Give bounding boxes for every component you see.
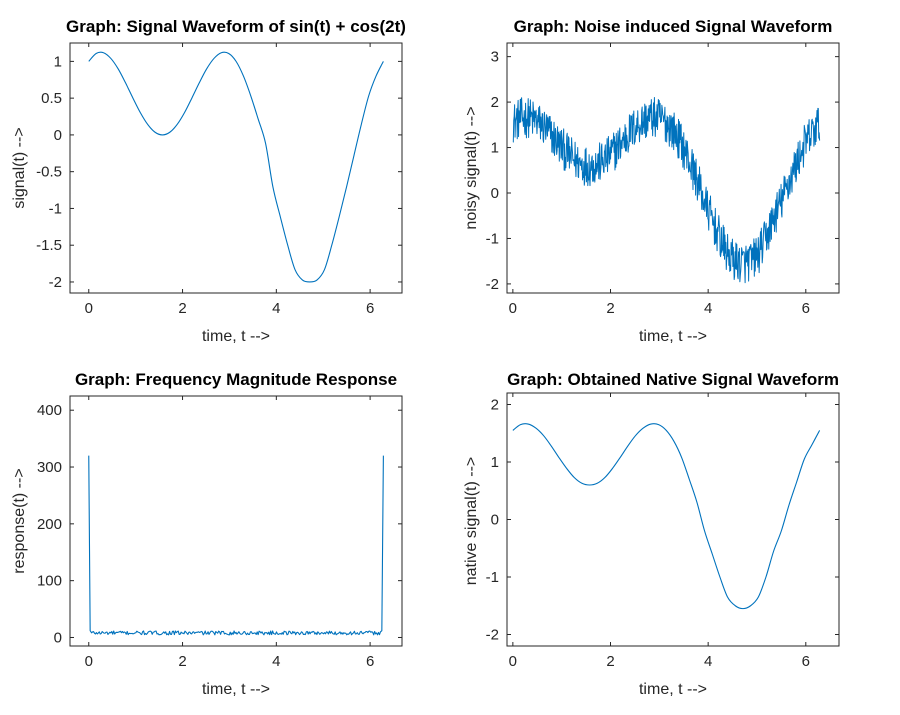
axis-ticks: 0 2 4 6 -2 -1 0 1 2: [486, 393, 839, 670]
series-line: [512, 97, 821, 284]
chart-title: Graph: Signal Waveform of sin(t) + cos(2…: [66, 17, 406, 36]
x-tick-label: 0: [509, 300, 517, 317]
series-line: [512, 423, 821, 610]
y-tick-label: 0: [491, 185, 499, 202]
y-tick-label: 1: [491, 454, 499, 471]
y-axis-label: noisy signal(t) -->: [463, 106, 480, 229]
y-tick-label: 0: [54, 127, 62, 144]
plot-area: [506, 42, 840, 294]
data-series: [88, 51, 384, 283]
x-tick-label: 6: [366, 653, 374, 670]
data-series: [88, 455, 384, 636]
axis-ticks: 0 2 4 6 0 100 200 300 400: [37, 396, 402, 670]
y-tick-label: 0: [491, 512, 499, 529]
x-tick-label: 6: [802, 300, 810, 317]
subplot-native-signal-waveform: Graph: Obtained Native Signal Waveform 0…: [463, 370, 840, 698]
y-axis-label: signal(t) -->: [11, 127, 28, 208]
x-tick-label: 4: [704, 300, 712, 317]
chart-title: Graph: Frequency Magnitude Response: [75, 370, 397, 389]
y-tick-label: -1.5: [36, 237, 62, 254]
y-axis-label: response(t) -->: [11, 468, 28, 573]
series-line: [88, 51, 384, 283]
x-axis-label: time, t -->: [639, 681, 707, 698]
x-axis-label: time, t -->: [639, 328, 707, 345]
axis-ticks: 0 2 4 6 -2 -1.5 -1 -0.5 0 0.5 1: [36, 43, 402, 317]
y-axis-label: native signal(t) -->: [463, 457, 480, 586]
x-tick-label: 4: [704, 653, 712, 670]
x-tick-label: 0: [85, 300, 93, 317]
x-axis-label: time, t -->: [202, 681, 270, 698]
y-tick-label: 1: [54, 53, 62, 70]
y-tick-label: 100: [37, 573, 62, 590]
plot-area: [69, 395, 403, 647]
x-tick-label: 0: [85, 653, 93, 670]
axis-ticks: 0 2 4 6 -2 -1 0 1 2 3: [486, 43, 839, 317]
y-tick-label: 0: [54, 629, 62, 646]
x-tick-label: 2: [606, 653, 614, 670]
y-tick-label: 1: [491, 140, 499, 157]
data-series: [512, 423, 821, 610]
y-tick-label: -1: [486, 230, 499, 247]
plot-area: [506, 392, 840, 647]
x-tick-label: 0: [509, 653, 517, 670]
chart-title: Graph: Obtained Native Signal Waveform: [507, 370, 839, 389]
y-tick-label: -1: [49, 200, 62, 217]
y-tick-label: 0.5: [41, 90, 62, 107]
y-tick-label: 2: [491, 397, 499, 414]
x-tick-label: 2: [178, 653, 186, 670]
x-tick-label: 6: [366, 300, 374, 317]
x-tick-label: 4: [272, 653, 280, 670]
y-tick-label: 400: [37, 402, 62, 419]
x-tick-label: 4: [272, 300, 280, 317]
x-axis-label: time, t -->: [202, 328, 270, 345]
x-tick-label: 6: [802, 653, 810, 670]
plot-area: [69, 42, 403, 294]
y-tick-label: -0.5: [36, 164, 62, 181]
y-tick-label: 300: [37, 459, 62, 476]
data-series: [512, 97, 821, 284]
series-line: [88, 455, 384, 636]
subplot-signal-waveform: Graph: Signal Waveform of sin(t) + cos(2…: [11, 17, 406, 345]
y-tick-label: 3: [491, 49, 499, 66]
y-tick-label: 2: [491, 94, 499, 111]
y-tick-label: -2: [49, 274, 62, 291]
chart-title: Graph: Noise induced Signal Waveform: [514, 17, 833, 36]
x-tick-label: 2: [606, 300, 614, 317]
x-tick-label: 2: [178, 300, 186, 317]
y-tick-label: 200: [37, 516, 62, 533]
subplot-noise-signal-waveform: Graph: Noise induced Signal Waveform 0 2 4…: [463, 17, 840, 345]
y-tick-label: -1: [486, 569, 499, 586]
y-tick-label: -2: [486, 627, 499, 644]
y-tick-label: -2: [486, 276, 499, 293]
subplot-frequency-response: Graph: Frequency Magnitude Response 0 2 4 6…: [11, 370, 403, 698]
